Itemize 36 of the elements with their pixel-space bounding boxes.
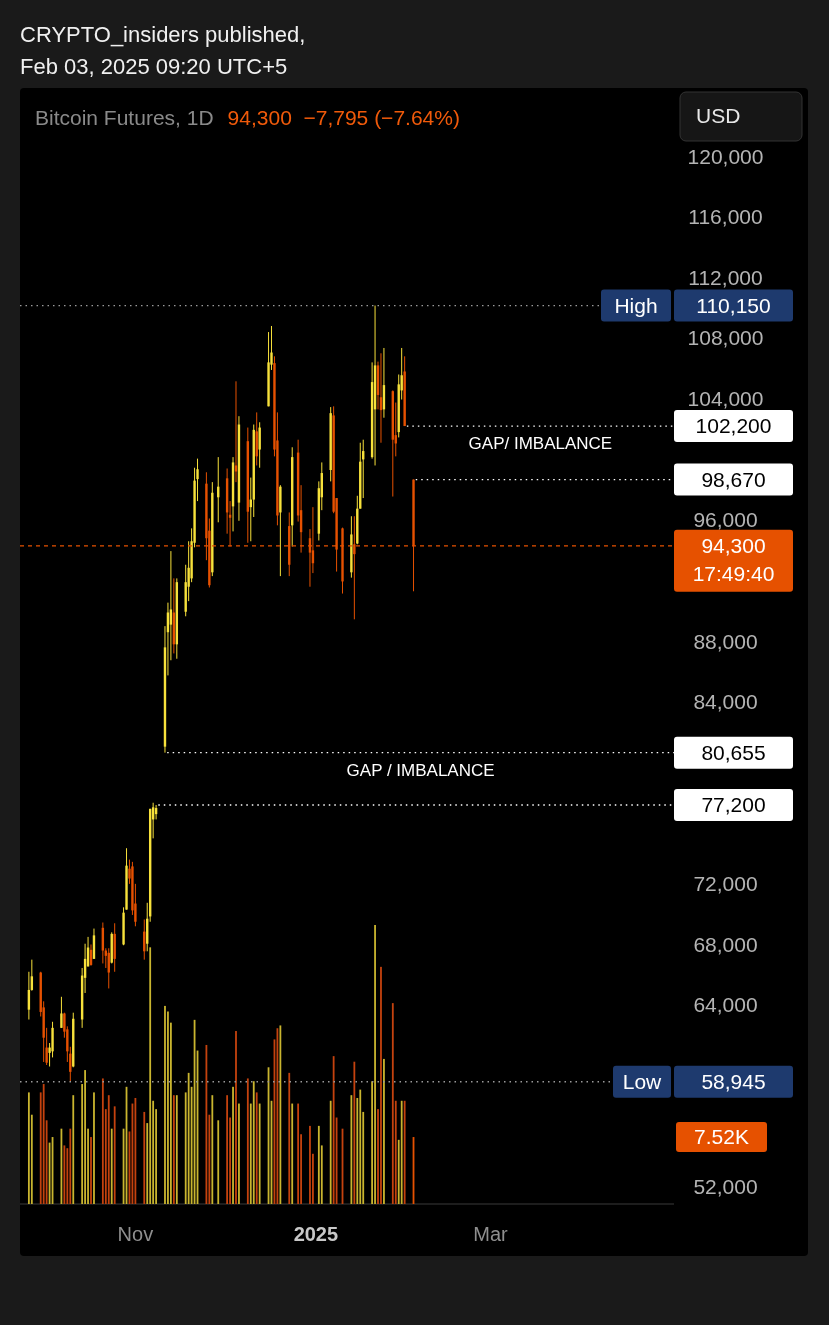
text: Bitcoin Futures, 1D — [35, 106, 214, 130]
x-tick-label: 2025 — [293, 1223, 339, 1245]
ref-line-label: 110,150 — [696, 293, 771, 317]
candlestick — [234, 380, 238, 483]
y-tick-label: 52,000 — [693, 1175, 758, 1199]
annotation: GAP / IMBALANCE — [346, 760, 495, 780]
ref-line-label: 58,945 — [701, 1070, 766, 1094]
y-tick-label: 68,000 — [693, 932, 758, 956]
ref-line-label: 80,655 — [701, 741, 766, 764]
y-axis-title: USD — [696, 104, 741, 128]
y-tick-label: 104,000 — [687, 387, 764, 411]
annotation: 17:49:40 — [692, 562, 775, 586]
annotation: 7.52K — [694, 1125, 749, 1149]
y-tick-label: 112,000 — [688, 265, 763, 289]
y-tick-label: 108,000 — [687, 326, 764, 350]
x-tick-label: Mar — [473, 1223, 509, 1245]
annotation: Low — [622, 1070, 663, 1094]
annotation: GAP/ IMBALANCE — [468, 434, 613, 453]
ref-line-label: 102,200 — [695, 414, 772, 438]
y-tick-label: 72,000 — [693, 872, 758, 896]
candlestick — [258, 421, 261, 469]
y-tick-label: 64,000 — [693, 993, 758, 1017]
y-tick-label: 96,000 — [693, 508, 758, 532]
text: CRYPTO_insiders published, — [20, 21, 306, 47]
y-tick-label: 120,000 — [687, 144, 764, 168]
text: 94,300 −7,795 (−7.64%) — [227, 106, 460, 130]
ref-line-label: 94,300 — [701, 534, 766, 558]
text: Feb 03, 2025 09:20 UTC+5 — [20, 53, 288, 79]
x-tick-label: Nov — [117, 1223, 154, 1245]
y-tick-label: 116,000 — [688, 205, 763, 229]
ref-line-label: 77,200 — [701, 793, 766, 817]
y-tick-label: 88,000 — [693, 629, 758, 653]
y-tick-label: 84,000 — [693, 690, 758, 714]
ref-line-label: 98,670 — [701, 467, 766, 491]
candlestick — [60, 996, 63, 1029]
annotation: High — [614, 293, 658, 317]
